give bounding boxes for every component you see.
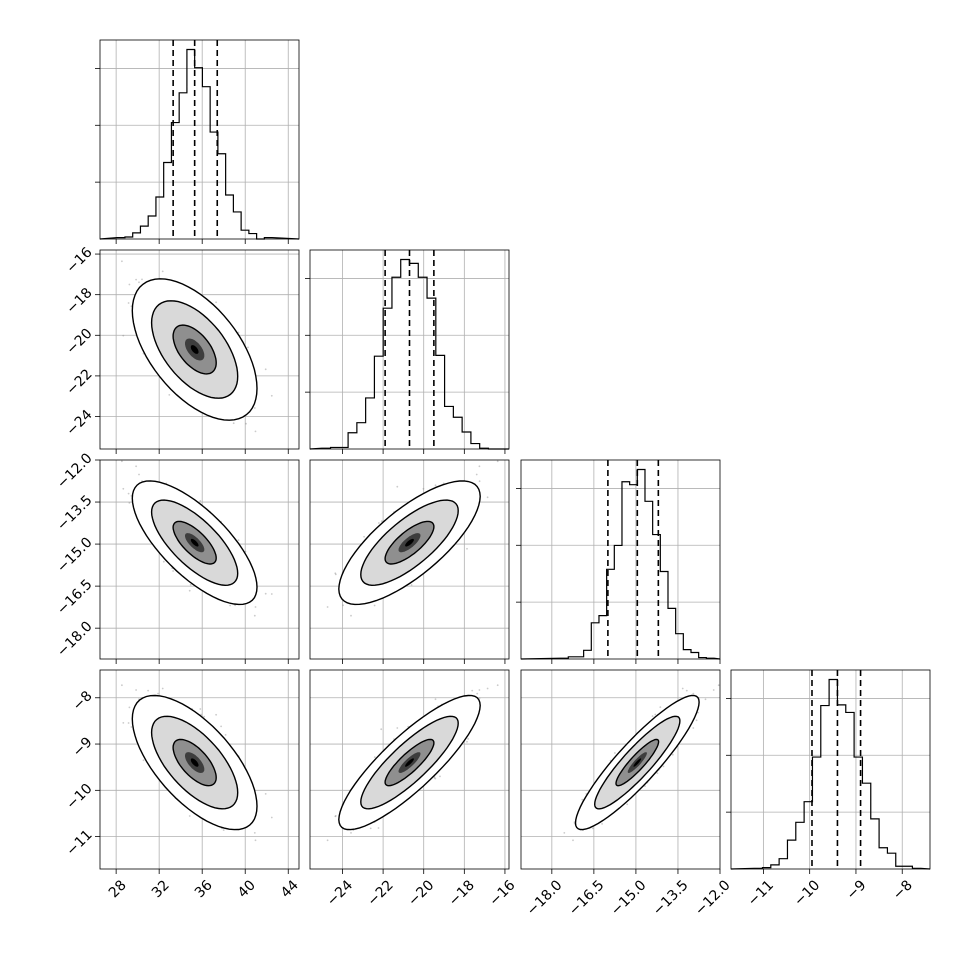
sample-point	[396, 485, 399, 488]
histogram-panel	[95, 39, 300, 244]
sample-point	[168, 394, 171, 396]
contour-line	[131, 480, 258, 606]
sample-point	[121, 260, 123, 263]
sample-point	[138, 281, 140, 284]
density-fill	[190, 538, 199, 547]
scatter-density-panel: −18.0−16.5−15.0−13.5−12.0	[54, 450, 300, 664]
panel-frame	[730, 669, 931, 870]
contour-line	[172, 520, 217, 565]
panel-frame	[99, 39, 300, 240]
sample-point	[466, 547, 468, 550]
panel-frame	[520, 459, 721, 660]
sample-point	[162, 560, 165, 563]
y-tick-label: −24	[63, 407, 95, 439]
y-tick-label: −12.0	[54, 450, 96, 492]
y-tick-label: −16	[63, 244, 95, 276]
histogram-panel	[305, 249, 510, 454]
x-tick-label: −9	[844, 877, 870, 903]
sample-point	[122, 334, 125, 337]
sample-point	[135, 465, 138, 468]
y-tick-label: −18.0	[54, 619, 96, 661]
sample-point	[342, 604, 344, 607]
sample-point	[232, 422, 235, 425]
sample-point	[161, 270, 164, 273]
sample-point	[247, 346, 249, 349]
panel-frame	[309, 249, 510, 450]
panel-frame	[99, 249, 300, 450]
sample-point	[172, 570, 175, 572]
panel-content	[121, 460, 273, 617]
histogram-step	[99, 48, 300, 240]
x-tick-label: −8	[890, 877, 916, 903]
scatter-density-panel: −24 −22 −20 −18 −16	[63, 244, 300, 454]
sample-point	[127, 492, 130, 495]
sample-point	[229, 604, 232, 607]
histogram-step	[730, 678, 931, 870]
sample-point	[264, 368, 267, 371]
sample-point	[486, 496, 489, 499]
y-tick-label: −15.0	[54, 534, 96, 576]
histogram-step	[520, 468, 721, 660]
sample-point	[334, 572, 337, 575]
sample-point	[215, 301, 218, 304]
contour-line	[150, 300, 239, 399]
panel-content	[121, 260, 273, 433]
sample-point	[234, 604, 237, 607]
x-tick-label: −11	[745, 877, 777, 909]
y-tick-label: −20	[63, 326, 95, 358]
panel-content	[326, 460, 499, 617]
sample-point	[410, 584, 413, 586]
x-tick-label: −10	[791, 877, 823, 909]
contour-line	[172, 324, 217, 375]
sample-point	[199, 500, 202, 502]
sample-point	[128, 502, 131, 504]
sample-point	[253, 614, 256, 617]
sample-point	[189, 583, 192, 586]
sample-point	[127, 302, 130, 304]
y-tick-label: −18	[63, 285, 95, 317]
y-tick-label: −16.5	[54, 576, 96, 618]
sample-point	[478, 465, 481, 468]
sample-point	[138, 473, 140, 476]
sample-point	[128, 283, 131, 286]
y-tick-label: −22	[63, 366, 95, 398]
contour-line	[150, 499, 239, 587]
sample-point	[245, 422, 247, 425]
sample-point	[237, 539, 240, 542]
sample-point	[264, 592, 267, 595]
sample-point	[188, 589, 191, 592]
sample-point	[254, 430, 257, 433]
panel-frame	[99, 459, 300, 660]
scatter-density-panel	[309, 459, 510, 664]
histogram-panel	[516, 459, 721, 664]
sample-point	[135, 278, 138, 281]
sample-point	[121, 460, 123, 463]
sample-point	[270, 394, 273, 397]
sample-point	[253, 407, 256, 409]
contour-line	[131, 278, 258, 421]
sample-point	[122, 487, 125, 490]
histogram-panel: −11 −10 −9 −8	[726, 669, 931, 910]
sample-point	[254, 606, 257, 608]
sample-point	[363, 535, 365, 538]
sample-point	[141, 278, 143, 281]
y-tick-label: −13.5	[54, 492, 96, 534]
sample-point	[334, 573, 337, 576]
sample-point	[270, 593, 273, 595]
density-fill	[190, 345, 199, 354]
